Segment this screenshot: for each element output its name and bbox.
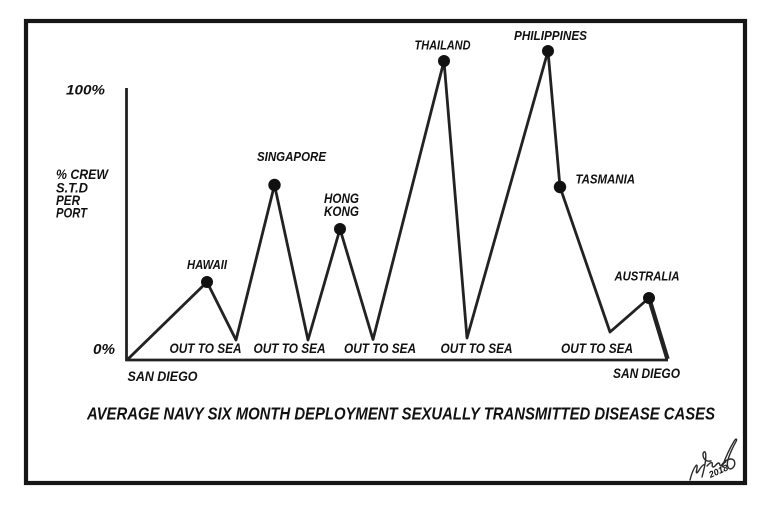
svg-text:TASMANIA: TASMANIA xyxy=(576,172,636,187)
svg-text:OUT TO SEA: OUT TO SEA xyxy=(344,340,416,356)
svg-text:0%: 0% xyxy=(93,341,115,358)
svg-text:OUT TO SEA: OUT TO SEA xyxy=(170,340,242,356)
svg-text:% CREW: % CREW xyxy=(56,166,110,182)
svg-text:HONG: HONG xyxy=(324,191,359,206)
svg-text:KONG: KONG xyxy=(324,204,359,219)
svg-text:AUSTRALIA: AUSTRALIA xyxy=(614,270,680,284)
svg-text:OUT TO SEA: OUT TO SEA xyxy=(561,340,633,356)
svg-text:PER: PER xyxy=(56,192,81,208)
svg-text:AVERAGE NAVY SIX MONTH DEPLOYM: AVERAGE NAVY SIX MONTH DEPLOYMENT SEXUAL… xyxy=(86,404,715,424)
svg-text:PORT: PORT xyxy=(56,205,88,221)
svg-text:PHILIPPINES: PHILIPPINES xyxy=(514,29,588,43)
svg-text:S.T.D: S.T.D xyxy=(56,180,88,196)
svg-text:SAN DIEGO: SAN DIEGO xyxy=(613,365,680,381)
svg-text:SAN DIEGO: SAN DIEGO xyxy=(128,368,198,384)
svg-text:OUT TO SEA: OUT TO SEA xyxy=(254,340,326,356)
svg-text:SINGAPORE: SINGAPORE xyxy=(257,149,326,164)
svg-text:100%: 100% xyxy=(66,82,106,98)
svg-text:THAILAND: THAILAND xyxy=(415,37,472,52)
svg-text:OUT TO SEA: OUT TO SEA xyxy=(441,340,513,356)
svg-text:HAWAII: HAWAII xyxy=(187,258,227,272)
